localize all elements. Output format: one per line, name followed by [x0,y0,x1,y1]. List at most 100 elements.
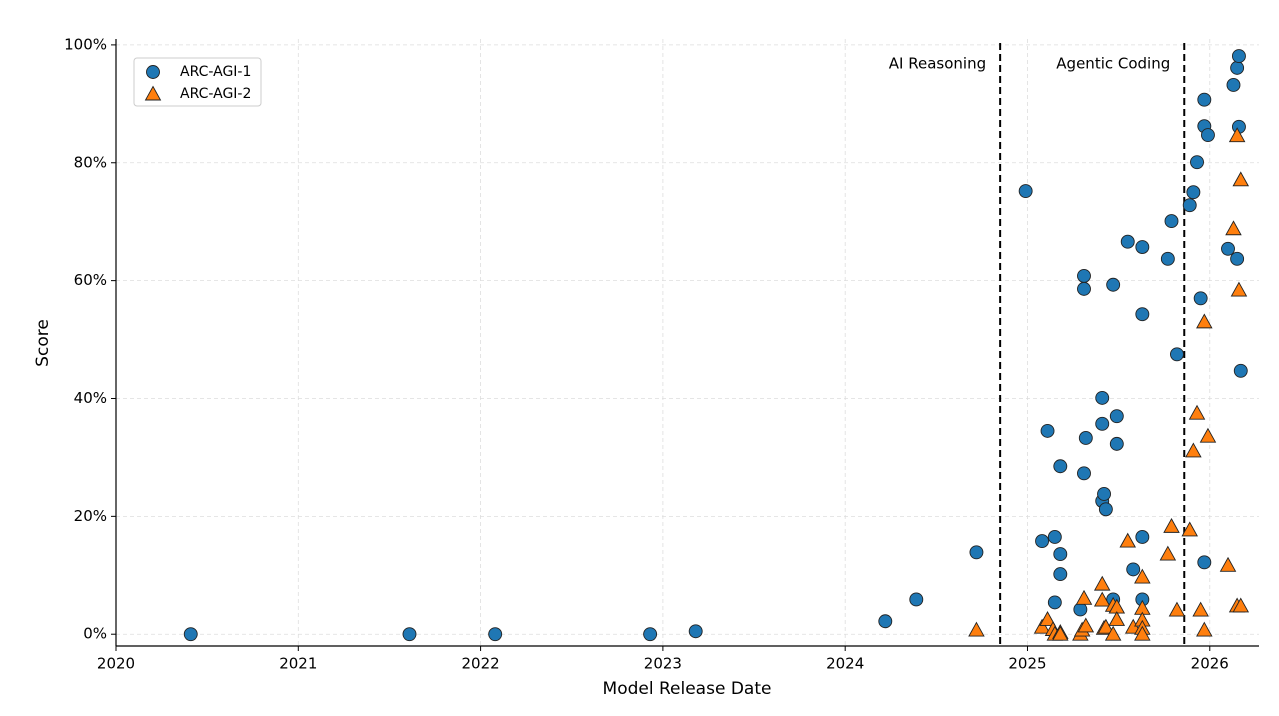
circle-point [1230,251,1245,266]
legend-label: ARC-AGI-1 [180,64,251,80]
y-tick-label: 80% [74,153,107,171]
triangle-point [1196,313,1213,329]
reference-label: AI Reasoning [889,55,986,73]
circle-point [1053,567,1068,582]
circle-point [1231,49,1246,64]
triangle-point [1104,625,1122,641]
circle-point [1098,502,1113,517]
y-tick-label: 100% [64,35,107,53]
triangle-point [1134,625,1151,641]
circle-point [1135,240,1150,254]
x-tick-label: 2026 [1191,655,1229,673]
triangle-point [1219,556,1237,572]
circle-point [1233,363,1248,378]
triangle-point [1185,442,1202,458]
triangle-point [1168,601,1186,617]
circle-point [878,614,893,629]
circle-point [1095,390,1110,405]
triangle-point [144,85,162,101]
triangle-point [1119,532,1137,548]
circle-point [688,624,703,639]
circle-point [1109,436,1124,451]
circle-point [488,627,503,642]
circle-point [643,627,658,642]
series [968,127,1250,641]
triangle-point [1039,611,1056,626]
y-tick-label: 20% [74,507,107,525]
triangle-point [1077,617,1095,633]
circle-point [1135,307,1150,322]
x-tick-label: 2021 [279,655,317,673]
circle-point [1053,459,1068,474]
circle-point [183,627,198,642]
circle-point [1077,268,1091,283]
x-tick-label: 2024 [826,655,864,673]
circle-point [1078,431,1093,445]
x-tick-label: 2023 [644,655,682,673]
triangle-point [1075,589,1093,605]
circle-point [1095,416,1110,431]
circle-point [1077,281,1091,296]
circle-point [1230,60,1245,75]
circle-point [1035,534,1050,549]
triangle-point [1093,575,1111,591]
circle-point [1160,251,1175,266]
triangle-point [1097,618,1115,634]
circle-point [1097,487,1111,501]
circle-point [146,65,160,79]
circle-point [1053,547,1068,562]
circle-point [1170,347,1184,362]
legend-box [133,57,262,107]
triangle-point [1188,404,1206,420]
circle-point [1073,602,1088,617]
triangle-point [1230,281,1248,297]
circle-point [1106,277,1121,292]
triangle-point [1159,545,1177,561]
circle-point [402,627,417,642]
triangle-point [1033,618,1051,634]
triangle-point [1163,517,1180,533]
circle-point [1221,241,1235,256]
circle-point [1197,555,1212,570]
triangle-point [1196,621,1213,637]
circle-point [1040,423,1055,438]
circle-point [1047,530,1062,544]
reference-label: Agentic Coding [1056,55,1170,73]
circle-point [1226,78,1241,92]
circle-point [1135,530,1150,544]
circle-point [1077,466,1091,481]
triangle-point [1228,127,1246,143]
triangle-point [1192,601,1209,617]
triangle-point [1108,611,1126,626]
x-tick-label: 2022 [461,655,499,673]
circle-point [1182,198,1197,213]
circle-point [1201,128,1215,143]
triangle-point [1181,521,1198,537]
circle-point [1186,185,1201,200]
circle-point [1120,234,1135,249]
circle-point [1164,214,1179,229]
x-axis-label: Model Release Date [603,679,772,699]
circle-point [1190,155,1204,170]
y-tick-label: 0% [83,625,107,643]
triangle-point [1052,625,1069,641]
triangle-point [1225,220,1242,236]
y-tick-label: 40% [74,389,107,407]
circle-point [1109,409,1124,424]
triangle-point [1199,427,1217,443]
circle-point [1018,184,1033,198]
x-tick-label: 2020 [97,655,135,673]
triangle-point [1134,568,1151,584]
legend-label: ARC-AGI-2 [180,86,251,102]
circle-point [1193,291,1208,306]
x-tick-label: 2025 [1008,655,1046,673]
circle-point [909,592,924,607]
y-tick-label: 60% [74,271,107,289]
circle-point [1047,595,1062,610]
y-axis-label: Score [33,319,53,367]
circle-point [969,545,984,560]
triangle-point [1093,591,1111,607]
triangle-point [1232,597,1250,613]
circle-point [1126,562,1141,577]
